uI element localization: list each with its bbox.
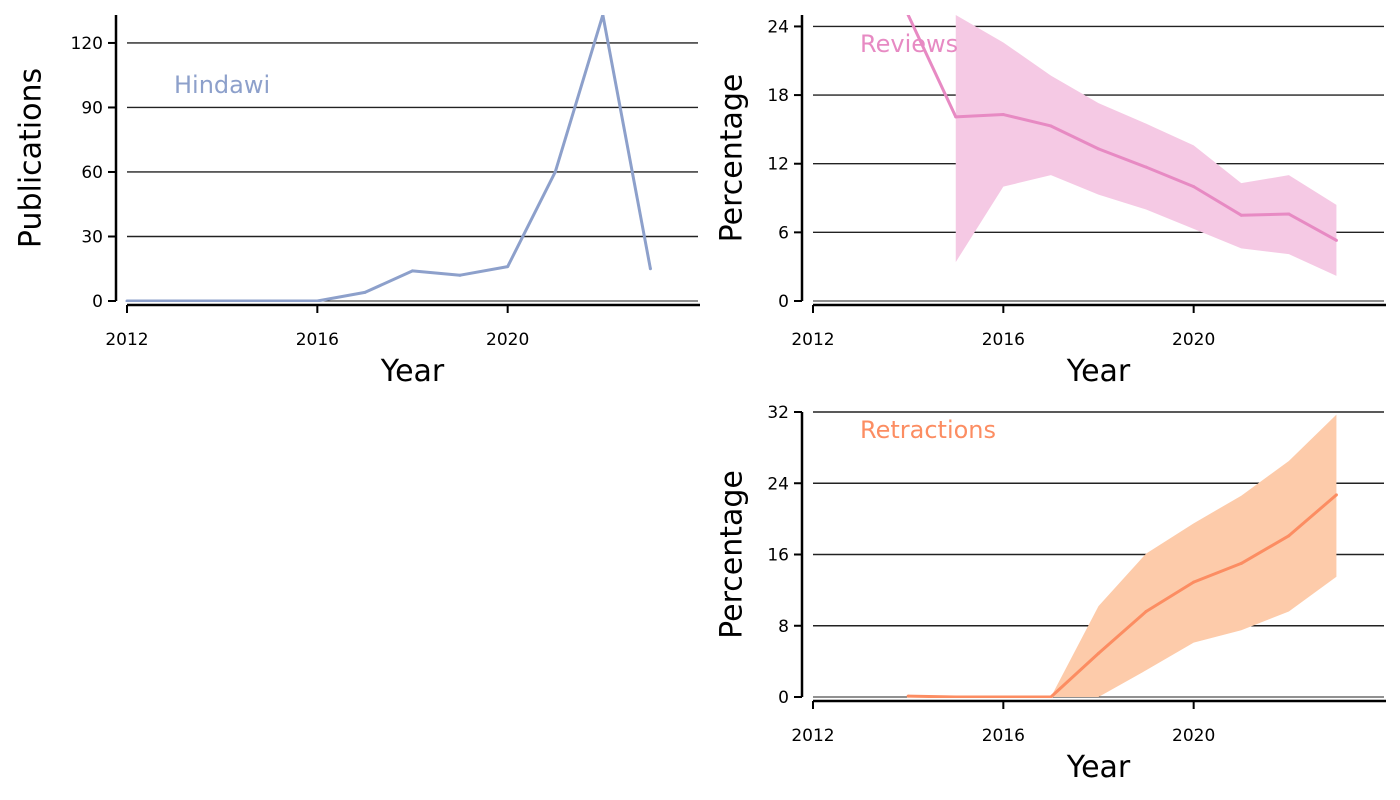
y-tick-label-30: 30 <box>81 227 103 247</box>
chart-panel-retractions: 0 8 16 24 32 2012 2016 2020 Year Percentage Retrac… <box>715 403 1386 785</box>
data-point-2015 <box>954 115 958 119</box>
y-tick-label-24: 24 <box>767 474 789 494</box>
data-point-2014 <box>220 299 224 302</box>
data-point-2016 <box>1001 113 1005 117</box>
x-tick-label-2012: 2012 <box>791 330 834 350</box>
confidence-band <box>955 15 1337 276</box>
x-axis-title: Year <box>1066 750 1131 785</box>
data-point-2019 <box>1144 610 1148 613</box>
panel-label: Hindawi <box>174 71 270 99</box>
data-point-2017 <box>1049 695 1053 698</box>
y-tick-label-90: 90 <box>81 98 103 118</box>
data-point-2019 <box>458 273 462 277</box>
y-tick-label-16: 16 <box>767 546 789 566</box>
y-tick-label-6: 6 <box>778 223 789 243</box>
data-point-2020 <box>1192 185 1196 189</box>
data-point-2016 <box>1001 695 1005 698</box>
y-axis-title: Publications <box>14 68 49 248</box>
data-point-2019 <box>1144 165 1148 169</box>
data-point-2023 <box>1334 238 1338 242</box>
y-axis-title: Percentage <box>715 74 750 243</box>
data-point-2020 <box>506 265 510 269</box>
series-line <box>908 493 1338 698</box>
panel-label: Reviews <box>860 30 958 58</box>
data-point-2015 <box>954 695 958 698</box>
data-point-2020 <box>1192 580 1196 584</box>
data-point-2023 <box>648 267 652 271</box>
x-tick-label-2016: 2016 <box>982 330 1025 350</box>
y-axis-title: Percentage <box>715 470 750 639</box>
data-point-2021 <box>553 170 557 174</box>
x-tick-label-2012: 2012 <box>791 726 834 746</box>
confidence-band <box>908 414 1337 697</box>
data-point-2018 <box>411 269 414 273</box>
x-tick-label-2020: 2020 <box>486 330 529 350</box>
x-tick-label-2016: 2016 <box>296 330 339 350</box>
x-axis-title: Year <box>1066 354 1131 389</box>
y-tick-label-120: 120 <box>71 34 103 54</box>
y-tick-label-12: 12 <box>767 155 789 175</box>
data-point-2012 <box>125 299 129 302</box>
x-axis-title: Year <box>380 354 445 389</box>
chart-panel-reviews: 0 6 12 18 24 2012 2016 2020 Year Percentage Review… <box>715 15 1386 389</box>
data-point-2023 <box>1334 493 1338 497</box>
y-tick-label-0: 0 <box>92 292 103 312</box>
data-point-2017 <box>1049 124 1053 128</box>
y-tick-label-32: 32 <box>767 403 789 423</box>
chart-panel-hindawi: 0 30 60 90 120 2012 2016 2020 Year Publications Hi… <box>14 15 700 389</box>
x-tick-label-2016: 2016 <box>982 726 1025 746</box>
panel-label: Retractions <box>860 416 996 444</box>
data-point-2021 <box>1239 561 1243 565</box>
y-tick-label-18: 18 <box>767 86 789 106</box>
data-point-2022 <box>601 15 605 17</box>
data-point-2018 <box>1097 651 1100 655</box>
x-tick-label-2020: 2020 <box>1172 726 1215 746</box>
y-tick-label-0: 0 <box>778 292 789 312</box>
x-tick-label-2012: 2012 <box>105 330 148 350</box>
y-tick-label-24: 24 <box>767 17 789 37</box>
y-tick-label-8: 8 <box>778 617 789 637</box>
y-tick-label-60: 60 <box>81 163 103 183</box>
data-point-2018 <box>1097 147 1100 151</box>
data-point-2021 <box>1239 213 1243 217</box>
data-point-2022 <box>1287 534 1291 538</box>
data-point-2014 <box>906 15 910 17</box>
data-point-2022 <box>1287 212 1291 216</box>
series-line <box>906 15 1338 242</box>
x-tick-label-2020: 2020 <box>1172 330 1215 350</box>
data-point-2017 <box>363 290 367 294</box>
series-line <box>127 15 652 302</box>
data-point-2016 <box>315 299 319 302</box>
data-point-2014 <box>906 694 910 698</box>
y-tick-label-0: 0 <box>778 688 789 708</box>
data-point-2013 <box>173 299 177 302</box>
data-point-2015 <box>268 299 272 302</box>
